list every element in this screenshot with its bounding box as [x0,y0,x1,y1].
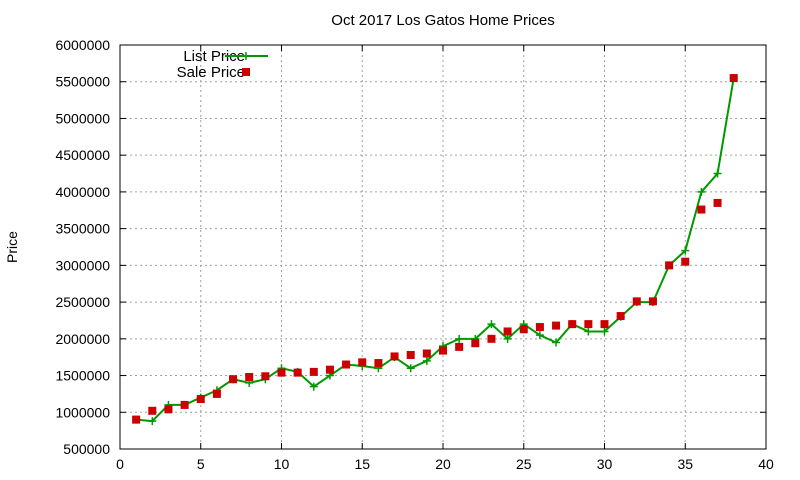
data-point-cross [455,334,464,343]
data-point-cross [503,334,512,343]
x-tick-label: 10 [274,456,290,472]
data-point-square [665,261,674,270]
y-axis-label: Price [4,231,20,263]
data-point-square [196,395,205,404]
data-point-square [616,312,625,321]
data-point-square [277,368,286,377]
data-point-square [245,373,254,382]
data-point-square [148,406,157,415]
data-point-cross [406,364,415,373]
data-point-square [358,358,367,367]
legend-square-swatch [242,68,250,76]
data-point-cross [487,320,496,329]
data-point-cross [422,356,431,365]
data-point-square [713,198,722,207]
data-point-square [261,372,270,381]
x-tick-label: 25 [516,456,532,472]
y-tick-label: 2500000 [55,294,110,310]
data-point-cross [148,417,157,426]
x-tick-label: 5 [197,456,205,472]
data-point-square [600,320,609,329]
data-point-square [293,368,302,377]
y-tick-label: 1500000 [55,368,110,384]
y-tick-label: 6000000 [55,37,110,53]
data-point-cross [713,169,722,178]
data-point-square [729,74,738,83]
data-point-square [568,320,577,329]
data-point-cross [309,382,318,391]
data-point-cross [552,338,561,347]
data-point-square [132,415,141,424]
data-point-square [519,325,528,334]
legend-cross-swatch [242,52,250,60]
y-tick-label: 3000000 [55,257,110,273]
data-point-square [422,349,431,358]
series-sale-price [132,74,738,424]
data-point-square [552,321,561,330]
data-point-cross [681,246,690,255]
data-point-cross [697,187,706,196]
data-point-square [455,342,464,351]
data-point-square [164,405,173,414]
series-layer [132,74,738,426]
data-point-square [535,323,544,332]
data-point-square [648,297,657,306]
y-tick-label: 500000 [63,441,110,457]
data-point-cross [600,327,609,336]
grid [120,45,766,449]
data-point-square [325,365,334,374]
data-point-square [390,352,399,361]
data-point-square [584,320,593,329]
axis-ticks: 0 5 10 15 20 25 30 35 40 500000 1000000 1500000 2000… [55,37,774,472]
data-point-square [632,297,641,306]
data-point-square [471,339,480,348]
legend-label: List Price [183,48,245,65]
x-tick-label: 40 [758,456,774,472]
data-point-square [439,346,447,355]
data-point-square [212,389,221,398]
data-point-square [309,367,318,376]
y-tick-label: 1000000 [55,404,110,420]
x-tick-label: 35 [677,456,693,472]
y-tick-label: 4500000 [55,147,110,163]
data-point-cross [535,331,544,340]
x-tick-label: 20 [435,456,451,472]
x-tick-label: 15 [354,456,370,472]
data-point-square [406,350,415,359]
y-tick-label: 3500000 [55,221,110,237]
data-point-square [374,359,383,368]
data-point-square [229,375,238,384]
data-point-square [681,257,690,266]
data-point-square [342,360,351,369]
data-point-square [180,400,189,409]
y-tick-label: 5500000 [55,74,110,90]
x-tick-label: 30 [597,456,613,472]
y-tick-label: 2000000 [55,331,110,347]
data-point-square [503,327,512,336]
legend-label: Sale Price [177,64,245,81]
data-point-square [487,334,496,343]
chart-title: Oct 2017 Los Gatos Home Prices [331,12,554,29]
x-tick-label: 0 [116,456,124,472]
y-tick-label: 4000000 [55,184,110,200]
data-point-square [697,205,706,214]
data-point-cross [584,327,593,336]
y-tick-label: 5000000 [55,110,110,126]
